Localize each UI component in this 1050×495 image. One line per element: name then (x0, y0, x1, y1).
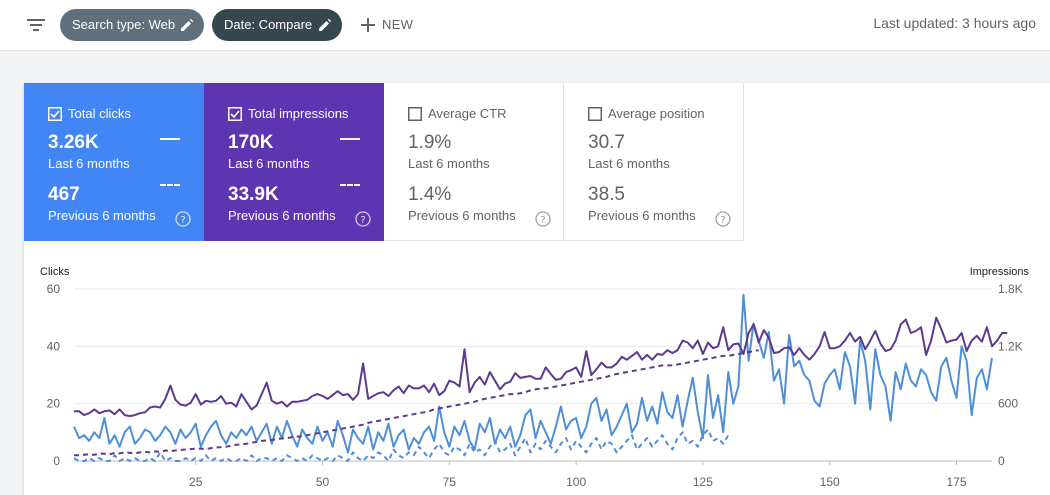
metric-title: Average CTR (408, 106, 563, 122)
metric-average-position[interactable]: Average position 30.7 Last 6 months 38.5… (564, 83, 744, 241)
metric-total-impressions[interactable]: Total impressions 170K Last 6 months 33.… (204, 83, 384, 241)
metric-title-text: Total clicks (68, 106, 131, 121)
legend-dashed-line-icon (340, 184, 360, 186)
x-tick-label: 100 (566, 475, 586, 489)
metric-value: 30.7 (588, 132, 625, 153)
metric-average-ctr[interactable]: Average CTR 1.9% Last 6 months 1.4% Prev… (384, 83, 564, 241)
right-tick-label: 1.2K (998, 339, 1023, 353)
svg-text:?: ? (180, 215, 185, 226)
plus-icon (361, 18, 375, 32)
metric-title: Total clicks (48, 106, 204, 122)
filter-bar: Search type: Web Date: Compare NEW Last … (0, 0, 1050, 51)
date-compare-chip[interactable]: Date: Compare (212, 9, 342, 41)
last-updated-text: Last updated: 3 hours ago (873, 15, 1036, 31)
metric-prev-value: 1.4% (408, 184, 452, 205)
series-line-3 (73, 428, 730, 462)
left-tick-label: 60 (47, 282, 61, 296)
left-tick-label: 40 (47, 339, 61, 353)
performance-card: Total clicks 3.26K Last 6 months 467 Pre… (24, 83, 1050, 495)
metric-value: 170K (228, 132, 274, 153)
help-icon[interactable]: ? (355, 211, 371, 227)
checkbox-checked-icon[interactable] (228, 107, 242, 121)
search-type-chip-label: Search type: Web (72, 17, 176, 32)
right-axis-ticks: 0 600 1.2K 1.8K (998, 282, 1023, 468)
new-filter-label: NEW (382, 17, 414, 32)
checkbox-unchecked-icon[interactable] (588, 107, 602, 121)
metric-value: 3.26K (48, 132, 99, 153)
right-axis-title: Impressions (970, 266, 1030, 278)
metric-period: Last 6 months (588, 156, 670, 171)
series-line-1 (73, 293, 993, 454)
metric-title-text: Total impressions (248, 106, 349, 121)
svg-text:?: ? (360, 215, 365, 226)
metric-title: Average position (588, 106, 743, 122)
metric-prev-value: 33.9K (228, 184, 279, 205)
x-tick-label: 50 (316, 475, 330, 489)
legend-dashed-line-icon (160, 184, 180, 186)
series-line-2 (74, 316, 1008, 418)
filter-list-icon[interactable] (26, 16, 46, 34)
help-icon[interactable]: ? (535, 211, 551, 227)
right-tick-label: 600 (998, 397, 1018, 411)
help-icon[interactable]: ? (175, 211, 191, 227)
search-type-chip[interactable]: Search type: Web (60, 9, 204, 41)
x-tick-label: 125 (693, 475, 713, 489)
checkbox-unchecked-icon[interactable] (408, 107, 422, 121)
chart-series (73, 293, 1008, 462)
metric-value: 1.9% (408, 132, 452, 153)
x-axis-ticks: 25 50 75 100 125 150 175 (189, 461, 967, 489)
metric-title: Total impressions (228, 106, 384, 122)
left-axis-title: Clicks (40, 266, 70, 278)
metric-prev-period: Previous 6 months (48, 208, 156, 223)
metric-period: Last 6 months (48, 156, 130, 171)
checkbox-checked-icon[interactable] (48, 107, 62, 121)
right-tick-label: 0 (998, 454, 1005, 468)
metric-period: Last 6 months (408, 156, 490, 171)
x-tick-label: 150 (820, 475, 840, 489)
series-line-4 (74, 349, 759, 457)
metric-prev-value: 467 (48, 184, 80, 205)
metric-period: Last 6 months (228, 156, 310, 171)
metric-title-text: Average CTR (428, 106, 507, 121)
legend-solid-line-icon (340, 138, 360, 140)
x-tick-label: 25 (189, 475, 203, 489)
metric-prev-value: 38.5 (588, 184, 625, 205)
new-filter-button[interactable]: NEW (358, 12, 413, 38)
x-tick-label: 175 (946, 475, 966, 489)
left-tick-label: 20 (47, 397, 61, 411)
metric-prev-period: Previous 6 months (228, 208, 336, 223)
date-chip-label: Date: Compare (224, 17, 313, 32)
help-icon[interactable]: ? (715, 211, 731, 227)
left-axis-ticks: 0 20 40 60 (47, 282, 61, 468)
metric-prev-period: Previous 6 months (588, 208, 696, 223)
svg-text:?: ? (540, 215, 545, 226)
svg-text:?: ? (720, 215, 725, 226)
pencil-icon[interactable] (318, 18, 332, 32)
metric-total-clicks[interactable]: Total clicks 3.26K Last 6 months 467 Pre… (24, 83, 204, 241)
metric-prev-period: Previous 6 months (408, 208, 516, 223)
chart-grid (74, 288, 992, 462)
legend-solid-line-icon (160, 138, 180, 140)
metric-title-text: Average position (608, 106, 705, 121)
left-tick-label: 0 (53, 454, 60, 468)
x-tick-label: 75 (443, 475, 457, 489)
right-tick-label: 1.8K (998, 282, 1023, 296)
pencil-icon[interactable] (180, 18, 194, 32)
